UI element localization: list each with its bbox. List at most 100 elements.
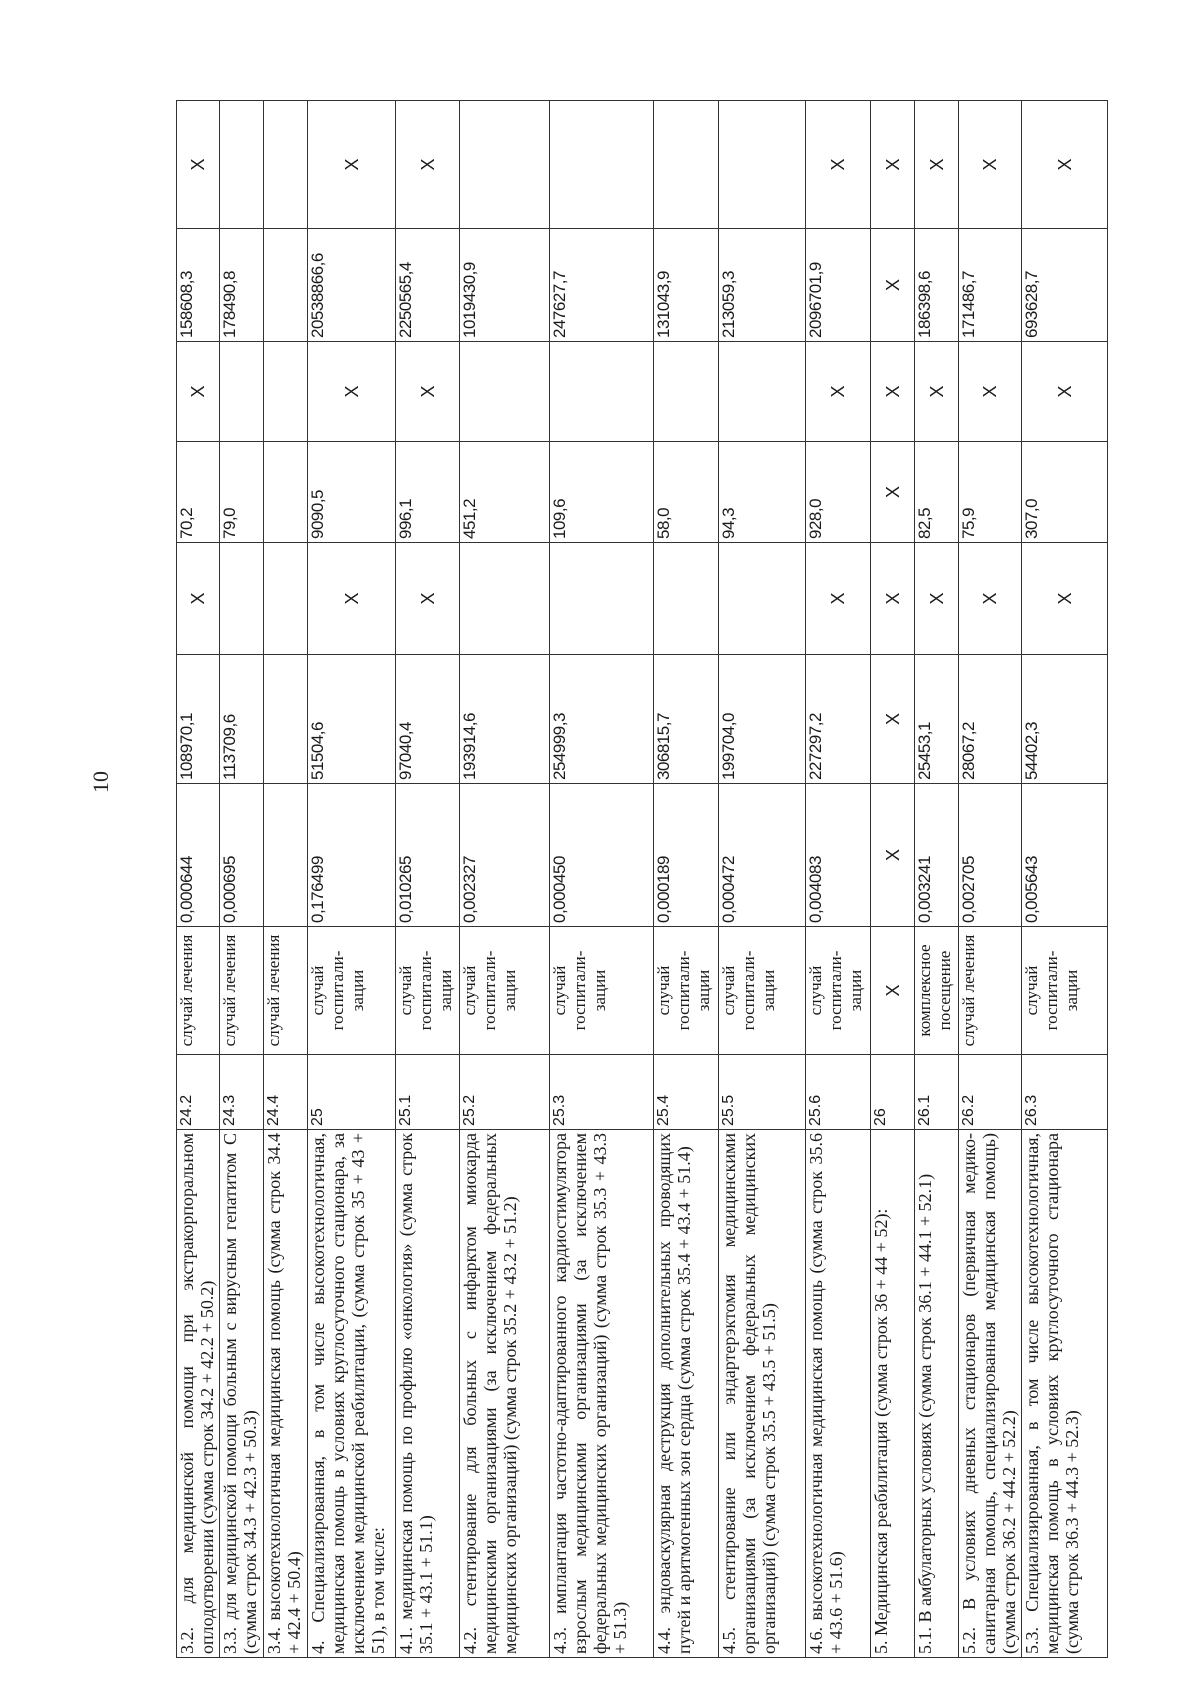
column-8-cell: X	[958, 341, 1022, 442]
column-6-cell: X	[395, 542, 460, 655]
total-cell: 213059,3	[718, 228, 806, 342]
unit-cell: случай лечения	[219, 926, 264, 1055]
table-row: 4.5. стентирование или эндартерэктомия м…	[718, 100, 806, 1658]
unit-cell: случай госпитали-зации	[1021, 926, 1108, 1055]
table-row: 5.2. В условиях дневных стационаров (пер…	[958, 100, 1022, 1658]
column-8-cell: X	[307, 341, 396, 442]
unit-cost-cell: 108970,1	[176, 654, 220, 784]
column-10-cell: X	[805, 100, 871, 229]
table-row: 3.2. для медицинской помощи при экстрако…	[176, 100, 220, 1658]
unit-cost-cell: X	[870, 654, 915, 784]
unit-cost-cell: 113709,6	[219, 654, 264, 784]
total-cell: 171486,7	[958, 228, 1022, 342]
unit-cell: случай госпитали-зации	[805, 926, 871, 1055]
column-10-cell: X	[914, 100, 959, 229]
row-number-cell: 25.4	[653, 1054, 719, 1130]
column-7-cell: 82,5	[914, 441, 959, 543]
description-cell: 4.6. высокотехнологичная медицинская пом…	[805, 1129, 871, 1658]
coefficient-cell: X	[870, 783, 915, 927]
row-number-cell: 26.1	[914, 1054, 959, 1130]
unit-cost-cell: 25453,1	[914, 654, 959, 784]
coefficient-cell: 0,002327	[459, 783, 550, 927]
rotated-table-container: 3.2. для медицинской помощи при экстрако…	[176, 100, 1108, 1658]
row-number-cell: 25	[307, 1054, 396, 1130]
coefficient-cell: 0,004083	[805, 783, 871, 927]
column-6-cell: X	[307, 542, 396, 655]
column-6-cell: X	[176, 542, 220, 655]
unit-cell: случай госпитали-зации	[307, 926, 396, 1055]
coefficient-cell	[263, 783, 308, 927]
unit-cell: случай госпитали-зации	[395, 926, 460, 1055]
table-row: 4.3. имплантация частотно-адаптированног…	[549, 100, 654, 1658]
column-7-cell: 109,6	[549, 441, 654, 543]
column-6-cell: X	[958, 542, 1022, 655]
unit-cost-cell: 193914,6	[459, 654, 550, 784]
column-7-cell: 451,2	[459, 441, 550, 543]
table-row: 4.4. эндоваскулярная деструкция дополнит…	[653, 100, 719, 1658]
column-6-cell: X	[870, 542, 915, 655]
column-7-cell: 9090,5	[307, 441, 396, 543]
total-cell	[263, 228, 308, 342]
coefficient-cell: 0,176499	[307, 783, 396, 927]
table-row: 3.3. для медицинской помощи больным с ви…	[219, 100, 264, 1658]
table-row: 4. Специализированная, в том числе высок…	[307, 100, 396, 1658]
row-number-cell: 24.4	[263, 1054, 308, 1130]
description-cell: 4.2. стентирование для больных с инфаркт…	[459, 1129, 550, 1658]
column-10-cell: X	[958, 100, 1022, 229]
page-number: 10	[88, 771, 113, 793]
column-8-cell	[653, 341, 719, 442]
unit-cell: случай лечения	[176, 926, 220, 1055]
description-cell: 4.3. имплантация частотно-адаптированног…	[549, 1129, 654, 1658]
row-number-cell: 24.3	[219, 1054, 264, 1130]
column-7-cell: X	[870, 441, 915, 543]
column-10-cell: X	[1021, 100, 1108, 229]
description-cell: 4. Специализированная, в том числе высок…	[307, 1129, 396, 1658]
coefficient-cell: 0,000189	[653, 783, 719, 927]
unit-cost-cell: 54402,3	[1021, 654, 1108, 784]
total-cell: 693628,7	[1021, 228, 1108, 342]
table-row: 4.6. высокотехнологичная медицинская пом…	[805, 100, 871, 1658]
column-8-cell	[718, 341, 806, 442]
column-6-cell: X	[914, 542, 959, 655]
row-number-cell: 24.2	[176, 1054, 220, 1130]
unit-cost-cell: 227297,2	[805, 654, 871, 784]
unit-cell: комплексное посещение	[914, 926, 959, 1055]
coefficient-cell: 0,000644	[176, 783, 220, 927]
unit-cost-cell: 51504,6	[307, 654, 396, 784]
total-cell: 158608,3	[176, 228, 220, 342]
row-number-cell: 25.3	[549, 1054, 654, 1130]
row-number-cell: 26.2	[958, 1054, 1022, 1130]
data-table: 3.2. для медицинской помощи при экстрако…	[176, 100, 1108, 1658]
column-7-cell	[263, 441, 308, 543]
column-8-cell: X	[395, 341, 460, 442]
table-row: 3.4. высокотехнологичная медицинская пом…	[263, 100, 308, 1658]
table-row: 5.1. В амбулаторных условиях (сумма стро…	[914, 100, 959, 1658]
column-8-cell: X	[1021, 341, 1108, 442]
total-cell: 186398,6	[914, 228, 959, 342]
unit-cost-cell: 97040,4	[395, 654, 460, 784]
unit-cost-cell: 28067,2	[958, 654, 1022, 784]
description-cell: 5.3. Специализированная, в том числе выс…	[1021, 1129, 1108, 1658]
column-6-cell: X	[1021, 542, 1108, 655]
column-8-cell: X	[870, 341, 915, 442]
column-10-cell: X	[176, 100, 220, 229]
unit-cost-cell: 306815,7	[653, 654, 719, 784]
row-number-cell: 26.3	[1021, 1054, 1108, 1130]
column-8-cell: X	[176, 341, 220, 442]
description-cell: 4.1. медицинская помощь по профилю «онко…	[395, 1129, 460, 1658]
total-cell: 1019430,9	[459, 228, 550, 342]
column-7-cell: 58,0	[653, 441, 719, 543]
description-cell: 3.4. высокотехнологичная медицинская пом…	[263, 1129, 308, 1658]
row-number-cell: 25.6	[805, 1054, 871, 1130]
column-7-cell: 928,0	[805, 441, 871, 543]
table-row: 4.2. стентирование для больных с инфаркт…	[459, 100, 550, 1658]
coefficient-cell: 0,005643	[1021, 783, 1108, 927]
total-cell: 247627,7	[549, 228, 654, 342]
column-8-cell	[549, 341, 654, 442]
column-8-cell: X	[805, 341, 871, 442]
row-number-cell: 26	[870, 1054, 915, 1130]
unit-cell: случай госпитали-зации	[653, 926, 719, 1055]
column-10-cell: X	[395, 100, 460, 229]
column-8-cell	[263, 341, 308, 442]
coefficient-cell: 0,000695	[219, 783, 264, 927]
